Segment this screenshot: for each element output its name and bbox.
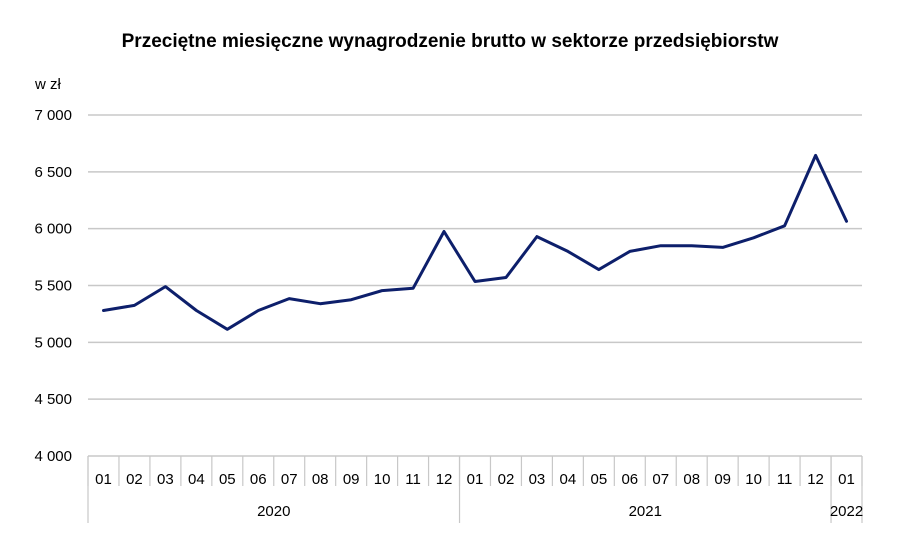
- chart-title: Przeciętne miesięczne wynagrodzenie brut…: [121, 31, 779, 52]
- y-tick-label: 7 000: [34, 107, 72, 124]
- x-tick-label: 09: [343, 471, 360, 488]
- x-tick-label: 07: [652, 471, 669, 488]
- x-tick-label: 04: [188, 471, 205, 488]
- x-tick-label: 07: [281, 471, 298, 488]
- x-tick-label: 10: [745, 471, 762, 488]
- x-tick-label: 06: [621, 471, 638, 488]
- y-tick-label: 5 000: [34, 334, 72, 351]
- x-tick-label: 08: [683, 471, 700, 488]
- series-line: [102, 153, 848, 331]
- y-axis-unit-label: w zł: [35, 76, 61, 93]
- x-tick-label: 06: [250, 471, 267, 488]
- x-tick-label: 01: [95, 471, 112, 488]
- x-tick-label: 03: [157, 471, 174, 488]
- x-tick-label: 12: [436, 471, 453, 488]
- y-tick-label: 6 000: [34, 221, 72, 238]
- x-tick-label: 10: [374, 471, 391, 488]
- x-tick-label: 03: [529, 471, 546, 488]
- x-tick-label: 02: [498, 471, 515, 488]
- x-tick-label: 09: [714, 471, 731, 488]
- x-tick-label: 05: [590, 471, 607, 488]
- year-label: 2020: [257, 503, 290, 520]
- x-tick-label: 11: [777, 471, 793, 488]
- x-tick-label: 05: [219, 471, 236, 488]
- y-tick-label: 4 500: [34, 391, 72, 408]
- x-tick-label: 04: [560, 471, 577, 488]
- x-tick-label: 01: [838, 471, 855, 488]
- x-tick-label: 08: [312, 471, 329, 488]
- x-tick-label: 02: [126, 471, 143, 488]
- x-tick-label: 12: [807, 471, 824, 488]
- y-tick-label: 6 500: [34, 164, 72, 181]
- x-tick-label: 11: [405, 471, 421, 488]
- year-label: 2022: [830, 503, 863, 520]
- year-label: 2021: [629, 503, 662, 520]
- x-tick-label: 01: [467, 471, 484, 488]
- y-tick-label: 4 000: [34, 448, 72, 465]
- y-tick-label: 5 500: [34, 278, 72, 295]
